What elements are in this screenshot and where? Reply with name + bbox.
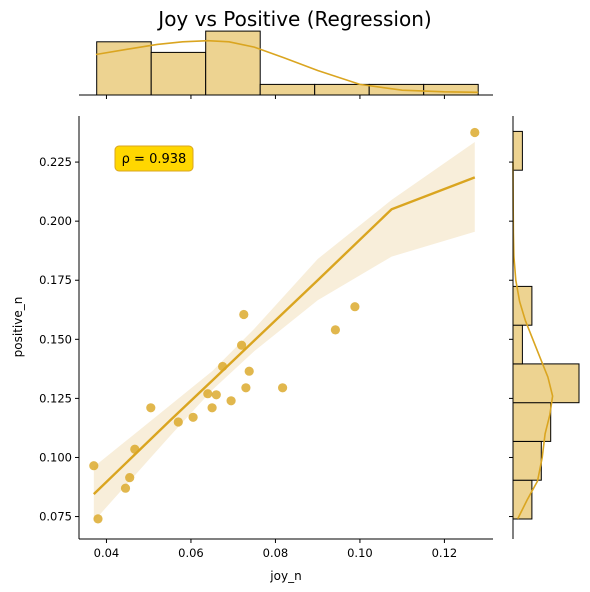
scatter-point-13 (226, 396, 236, 406)
top-hist-bar-1 (96, 41, 152, 96)
scatter-point-18 (278, 383, 288, 393)
top-hist-bar-7 (423, 83, 479, 96)
scatter-point-2 (93, 514, 103, 524)
scatter-point-14 (237, 340, 247, 350)
right-hist-bar-6 (512, 285, 533, 326)
x-tick-label-1: 0.04 (94, 546, 120, 560)
scatter-point-7 (173, 417, 183, 427)
scatter-point-16 (241, 383, 251, 393)
confidence-band (93, 142, 475, 522)
scatter-point-4 (125, 473, 135, 483)
scatter-points (89, 127, 480, 524)
y-tick-label-2: 0.100 (39, 450, 72, 464)
regression-line (92, 176, 476, 495)
scatter-point-1 (89, 461, 99, 471)
scatter-point-6 (146, 403, 156, 413)
x-tick-label-4: 0.10 (347, 546, 373, 560)
x-tick-label-5: 0.12 (432, 546, 458, 560)
scatter-point-19 (330, 325, 340, 335)
y-tick-label-1: 0.075 (39, 510, 72, 524)
main-scatter-plot (89, 127, 480, 524)
y-tick-label-6: 0.200 (39, 214, 72, 228)
top-marginal-histogram (79, 30, 493, 99)
scatter-point-11 (211, 390, 221, 400)
right-hist-bar-2 (512, 440, 542, 481)
scatter-point-15 (239, 309, 249, 320)
scatter-point-8 (188, 412, 198, 422)
right-hist-bar-10 (512, 130, 523, 171)
right-marginal-histogram (509, 116, 580, 539)
annotation-box (114, 145, 194, 172)
annotation-text: ρ = 0.938 (122, 152, 187, 167)
axes: 0.04 0.06 0.08 0.10 0.12 0.075 0.100 0.125 0.150… (39, 116, 493, 560)
scatter-point-10 (207, 403, 217, 413)
top-hist-bar-4 (259, 83, 316, 96)
chart-title: Joy vs Positive (Regression) (156, 7, 431, 31)
right-hist-bar-1 (512, 479, 533, 520)
top-hist-bar-2 (150, 51, 207, 96)
scatter-point-20 (350, 302, 360, 312)
top-kde-curve (95, 39, 479, 94)
right-hist-bar-5 (512, 324, 523, 365)
y-tick-label-7: 0.225 (39, 155, 72, 169)
y-axis-label: positive_n (11, 297, 25, 358)
x-tick-label-2: 0.06 (178, 546, 204, 560)
right-hist-bar-4 (512, 363, 580, 404)
scatter-point-9 (203, 389, 213, 399)
top-hist-bar-5 (314, 83, 370, 96)
scatter-point-21 (470, 127, 480, 138)
y-tick-label-4: 0.150 (39, 332, 72, 346)
correlation-annotation: ρ = 0.938 (114, 145, 194, 172)
y-tick-label-5: 0.175 (39, 273, 72, 287)
x-tick-label-3: 0.08 (263, 546, 289, 560)
y-tick-label-3: 0.125 (39, 391, 72, 405)
scatter-point-17 (244, 366, 254, 376)
scatter-point-3 (120, 483, 131, 493)
x-axis-label: joy_n (269, 569, 301, 583)
